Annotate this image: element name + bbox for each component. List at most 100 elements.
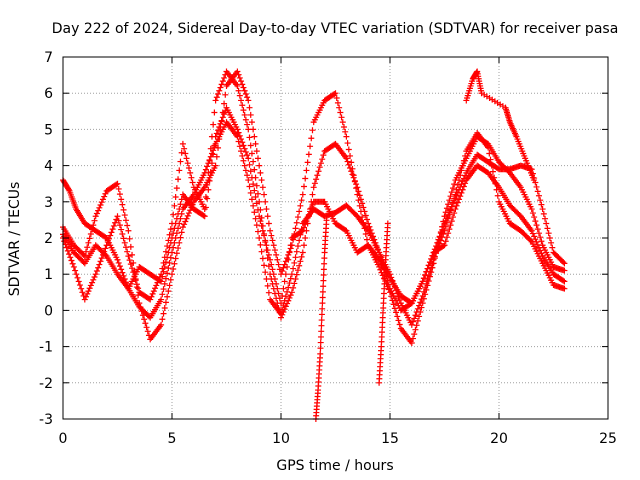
data-point [212,162,219,169]
data-point [451,195,458,202]
data-point [242,91,249,98]
data-point [167,239,174,246]
data-point [179,140,186,147]
data-point [85,288,92,295]
data-point [215,144,222,151]
data-point [307,208,314,215]
data-point [267,256,274,263]
data-point [395,317,402,324]
data-point [114,180,121,187]
data-point [443,205,450,212]
data-point [262,237,269,244]
data-point [539,206,546,213]
data-point [305,211,312,218]
data-point [425,262,432,269]
data-point [124,248,131,255]
data-point [246,104,253,111]
data-point [166,259,173,266]
data-point [183,215,190,222]
data-point [532,236,539,243]
data-point [65,186,72,193]
data-point [121,239,128,246]
x-tick-label: 10 [272,431,290,447]
data-point [176,206,183,213]
data-point [453,192,460,199]
data-point [294,214,301,221]
data-point [118,196,125,203]
data-point [453,186,460,193]
data-point [445,230,452,237]
data-point [200,212,207,219]
data-point [102,234,109,241]
data-point [205,186,212,193]
data-point [112,219,119,226]
data-point [173,250,180,257]
data-point [215,91,222,98]
data-point [83,248,90,255]
data-point [171,202,178,209]
data-point [241,145,248,152]
data-point [372,239,379,246]
data-point [213,153,220,160]
data-point [136,300,143,307]
data-point [149,290,156,297]
data-point [120,206,127,213]
data-point [169,235,175,241]
data-point [219,78,226,85]
data-point [244,172,251,179]
series-late-arc [463,68,537,184]
data-point [109,226,116,233]
data-point [251,133,258,140]
data-point [164,293,171,300]
data-point [257,218,264,225]
data-point [247,168,254,175]
series-spike-2 [376,220,391,386]
data-point [204,195,211,202]
data-point [363,236,370,243]
data-point [422,272,429,279]
data-point [316,164,323,171]
data-point [137,304,144,311]
data-point [156,277,163,284]
data-point [160,268,167,275]
data-point [267,227,274,234]
data-point [544,225,551,232]
data-point [265,220,272,227]
data-point [441,213,448,220]
data-point [305,151,312,158]
data-point [384,220,391,227]
data-point [317,350,324,357]
data-point [238,148,245,155]
data-point [391,305,398,312]
data-point [221,100,228,107]
data-point [394,313,401,320]
data-point [173,215,180,222]
data-point [344,140,351,147]
data-point [92,271,99,278]
data-point [424,265,431,272]
data-point [288,289,295,296]
x-tick-label: 0 [59,431,68,447]
data-point [534,188,541,195]
data-point [366,223,373,230]
data-point [487,156,494,163]
data-point [437,237,444,244]
y-axis-label: SDTVAR / TECUs [7,182,23,297]
data-point [311,180,318,187]
data-point [245,97,252,104]
data-point [171,260,178,267]
data-point [93,210,100,217]
data-point [292,276,299,283]
data-point [538,238,545,245]
data-point [119,230,126,237]
data-point [240,84,247,91]
data-point [354,184,361,191]
data-point [124,222,131,229]
data-point [241,111,248,118]
data-point [218,81,225,88]
data-point [235,87,242,94]
data-point [215,127,222,134]
data-point [138,308,145,315]
data-point [286,249,293,256]
data-point [254,228,261,235]
